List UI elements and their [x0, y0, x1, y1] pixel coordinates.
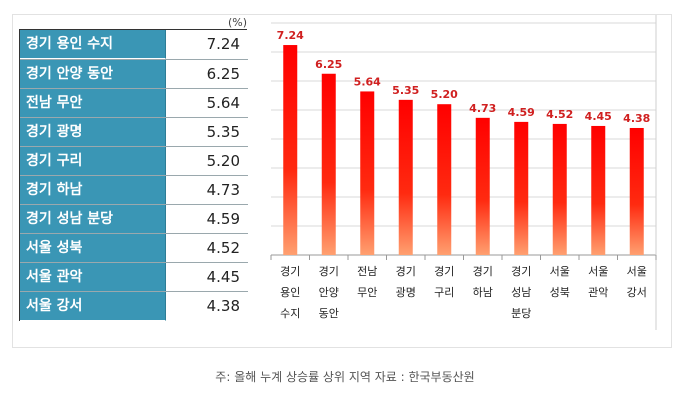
value-cell: 5.35 [166, 118, 248, 147]
x-tick-label: 경기 안양 동안 [319, 265, 339, 320]
data-label: 6.25 [315, 58, 342, 71]
x-axis-labels: 경기 용인 수지 경기 안양 동안 전남 무안 경기 광명 경기 구리 경기 하남 경기 성남 분당 서울 성북 서울… [270, 255, 657, 320]
ranking-table: 경기 용인 수지 7.24 경기 안양 동안 6.25 전남 무안 5.64 경기 광명 5.… [19, 29, 248, 321]
bar [514, 121, 529, 255]
region-cell: 전남 무안 [20, 89, 166, 118]
x-tick-label: 경기 광명 [396, 265, 416, 299]
value-cell: 5.20 [166, 147, 248, 176]
bar [321, 73, 336, 255]
bar [552, 123, 567, 255]
x-tick-label: 경기 하남 [473, 265, 493, 299]
table-row: 경기 용인 수지 7.24 [20, 30, 248, 59]
bar [475, 117, 490, 255]
bar [283, 45, 298, 255]
value-cell: 4.52 [166, 234, 248, 263]
data-label: 4.38 [623, 112, 650, 125]
value-cell: 7.24 [166, 30, 248, 59]
value-cell: 6.25 [166, 60, 248, 89]
region-cell: 경기 안양 동안 [20, 60, 166, 89]
value-cell: 5.64 [166, 89, 248, 118]
data-label: 5.64 [354, 75, 381, 88]
bar [437, 104, 452, 255]
value-cell: 4.38 [166, 292, 248, 321]
region-cell: 경기 하남 [20, 176, 166, 205]
bar [360, 91, 375, 255]
table-row: 경기 안양 동안 6.25 [20, 59, 248, 89]
table-row: 서울 관악 4.45 [20, 262, 248, 292]
x-tick-label: 경기 성남 분당 [511, 265, 531, 320]
unit-label: (%) [228, 16, 248, 29]
value-cell: 4.59 [166, 205, 248, 234]
bar [629, 127, 644, 255]
data-labels: 7.24 6.25 5.64 5.35 5.20 4.73 4.59 4.52 4.45 4.38 [277, 29, 651, 125]
table-row: 전남 무안 5.64 [20, 88, 248, 118]
region-cell: 경기 성남 분당 [20, 205, 166, 234]
value-cell: 4.45 [166, 263, 248, 292]
x-tick-label: 경기 구리 [434, 265, 454, 299]
x-tick-label: 서울 성북 [550, 265, 570, 299]
table-row: 서울 성북 4.52 [20, 233, 248, 263]
bar [398, 99, 413, 255]
data-label: 4.73 [469, 102, 496, 115]
table-row: 경기 광명 5.35 [20, 117, 248, 147]
data-label: 5.20 [431, 88, 458, 101]
x-tick-label: 전남 무안 [357, 265, 377, 299]
value-cell: 4.73 [166, 176, 248, 205]
table-row: 경기 성남 분당 4.59 [20, 204, 248, 234]
data-label: 5.35 [392, 84, 419, 97]
data-label: 7.24 [277, 29, 304, 42]
bar [591, 125, 606, 255]
x-tick-label: 서울 강서 [627, 265, 647, 299]
bars [283, 45, 644, 255]
region-cell: 서울 성북 [20, 234, 166, 263]
data-label: 4.59 [508, 106, 535, 119]
data-label: 4.45 [585, 110, 612, 123]
data-label: 4.52 [546, 108, 573, 121]
x-tick-label: 경기 용인 수지 [280, 265, 300, 320]
region-cell: 서울 강서 [20, 292, 166, 321]
region-cell: 경기 용인 수지 [20, 30, 166, 59]
table-row: 경기 하남 4.73 [20, 175, 248, 205]
x-tick-label: 서울 관악 [588, 265, 608, 299]
region-cell: 경기 광명 [20, 118, 166, 147]
table-row: 서울 강서 4.38 [20, 291, 248, 321]
source-note: 주: 올해 누계 상승률 상위 지역 자료 : 한국부동산원 [215, 370, 475, 384]
